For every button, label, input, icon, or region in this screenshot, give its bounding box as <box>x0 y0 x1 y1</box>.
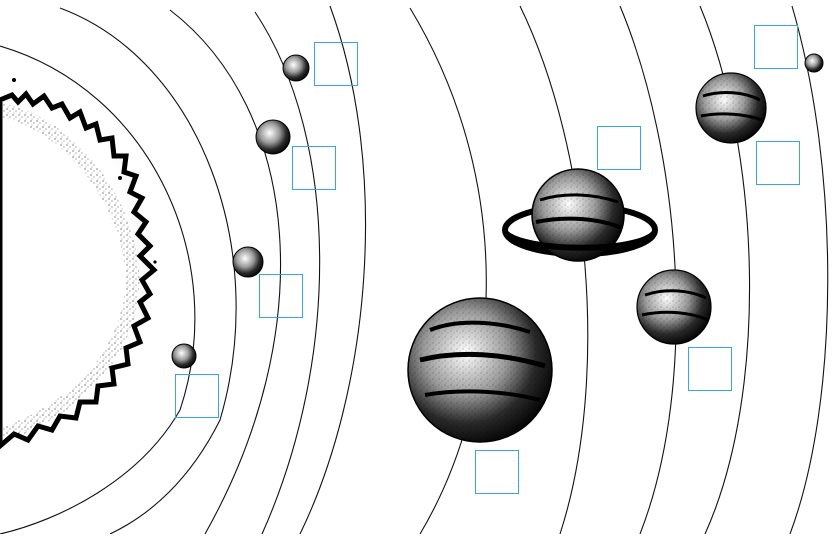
label-box-1[interactable] <box>175 374 219 418</box>
gas-giant-icon <box>407 297 553 443</box>
small-planet-icon <box>255 119 291 155</box>
orbit-arc <box>789 5 829 535</box>
label-box-7[interactable] <box>688 347 732 391</box>
small-planet-icon <box>171 343 197 369</box>
label-box-9[interactable] <box>754 25 798 69</box>
ringed-planet-icon <box>502 168 658 262</box>
small-planet-icon <box>282 54 310 82</box>
label-box-3[interactable] <box>292 146 336 190</box>
label-box-6[interactable] <box>597 126 641 170</box>
sun-icon <box>0 78 158 450</box>
orbit-arc <box>409 7 487 535</box>
medium-planet-icon <box>695 72 767 144</box>
label-box-4[interactable] <box>314 42 358 86</box>
medium-planet-icon <box>636 269 712 345</box>
orbit-arc <box>619 5 677 535</box>
label-box-2[interactable] <box>259 274 303 318</box>
dwarf-planet-icon <box>804 53 824 73</box>
label-box-8[interactable] <box>756 141 800 185</box>
orbit-arc <box>519 5 589 535</box>
orbit-arc <box>254 11 321 535</box>
orbit-arc <box>59 7 237 535</box>
orbit-arc <box>169 9 282 535</box>
orbit-arc <box>299 5 367 535</box>
orbit-arc <box>699 5 751 535</box>
small-planet-icon <box>232 246 264 278</box>
label-box-5[interactable] <box>475 450 519 494</box>
